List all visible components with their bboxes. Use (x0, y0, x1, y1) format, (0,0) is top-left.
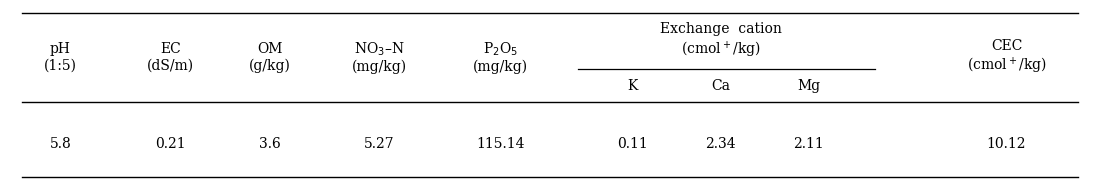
Text: Mg: Mg (796, 79, 821, 92)
Text: 0.11: 0.11 (617, 137, 648, 151)
Text: Ca: Ca (711, 79, 730, 92)
Text: 5.8: 5.8 (50, 137, 72, 151)
Text: CEC
(cmol$^+$/kg): CEC (cmol$^+$/kg) (967, 39, 1046, 76)
Text: 2.11: 2.11 (793, 137, 824, 151)
Text: OM
(g/kg): OM (g/kg) (249, 42, 290, 73)
Text: 5.27: 5.27 (364, 137, 395, 151)
Text: K: K (627, 79, 638, 92)
Text: P$_2$O$_5$
(mg/kg): P$_2$O$_5$ (mg/kg) (473, 40, 528, 74)
Text: 115.14: 115.14 (476, 137, 525, 151)
Text: 10.12: 10.12 (987, 137, 1026, 151)
Text: 3.6: 3.6 (258, 137, 280, 151)
Text: pH
(1:5): pH (1:5) (44, 42, 77, 72)
Text: 0.21: 0.21 (155, 137, 186, 151)
Text: 2.34: 2.34 (705, 137, 736, 151)
Text: Exchange  cation
(cmol$^+$/kg): Exchange cation (cmol$^+$/kg) (660, 22, 781, 60)
Text: NO$_3$–N
(mg/kg): NO$_3$–N (mg/kg) (352, 40, 407, 74)
Text: EC
(dS/m): EC (dS/m) (147, 42, 194, 72)
